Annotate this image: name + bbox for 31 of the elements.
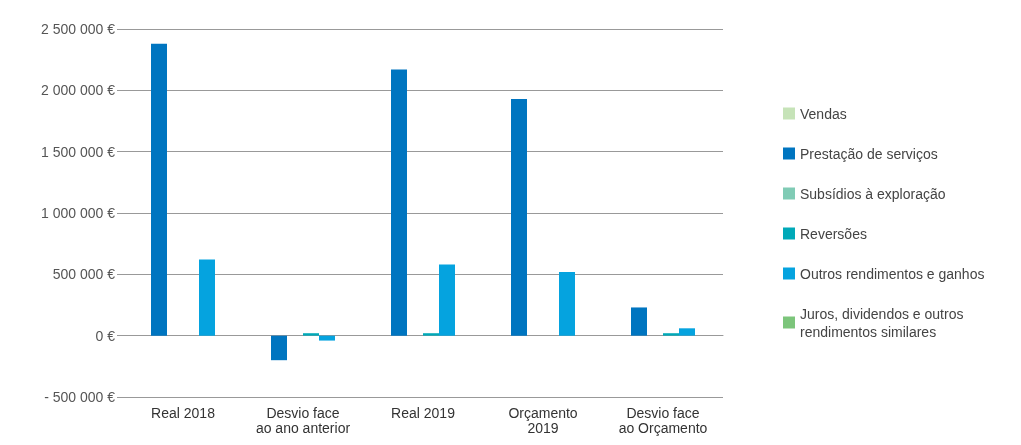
y-tick-label: 0 € bbox=[95, 327, 116, 344]
bar bbox=[631, 307, 647, 336]
x-tick-label: Desvio face ao Orçamento bbox=[618, 404, 708, 436]
legend-label: Juros, dividendos e outros rendimentos similares bbox=[800, 305, 964, 340]
y-tick-label: 2 000 000 € bbox=[41, 82, 116, 99]
bar bbox=[271, 335, 287, 361]
x-tick-label: Real 2019 bbox=[391, 404, 456, 421]
bar bbox=[511, 98, 527, 336]
y-tick-label: - 500 000 € bbox=[44, 389, 116, 405]
bar bbox=[319, 335, 335, 341]
legend-label: Vendas bbox=[800, 105, 847, 122]
bar bbox=[559, 271, 575, 336]
y-tick-label: 1 000 000 € bbox=[41, 205, 116, 221]
x-tick-label: Orçamento 2019 bbox=[508, 404, 578, 436]
bar bbox=[423, 333, 439, 336]
y-tick-label: 2 500 000 € bbox=[41, 21, 116, 37]
y-tick-label: 500 000 € bbox=[52, 266, 116, 283]
legend-label: Outros rendimentos e ganhos bbox=[800, 265, 985, 282]
x-tick-label: Real 2018 bbox=[151, 404, 216, 421]
x-tick-label: Desvio face ao ano anterior bbox=[255, 404, 351, 436]
legend-label: Subsídios à exploração bbox=[800, 185, 946, 202]
bar bbox=[151, 43, 167, 336]
legend-label: Prestação de serviços bbox=[800, 145, 938, 162]
bar bbox=[679, 328, 695, 336]
bar bbox=[663, 333, 679, 336]
bar bbox=[391, 69, 407, 336]
bar bbox=[199, 259, 215, 336]
bar bbox=[439, 264, 455, 336]
legend-label: Reversões bbox=[800, 225, 867, 242]
bar bbox=[303, 333, 319, 336]
y-tick-label: 1 500 000 € bbox=[41, 143, 116, 160]
